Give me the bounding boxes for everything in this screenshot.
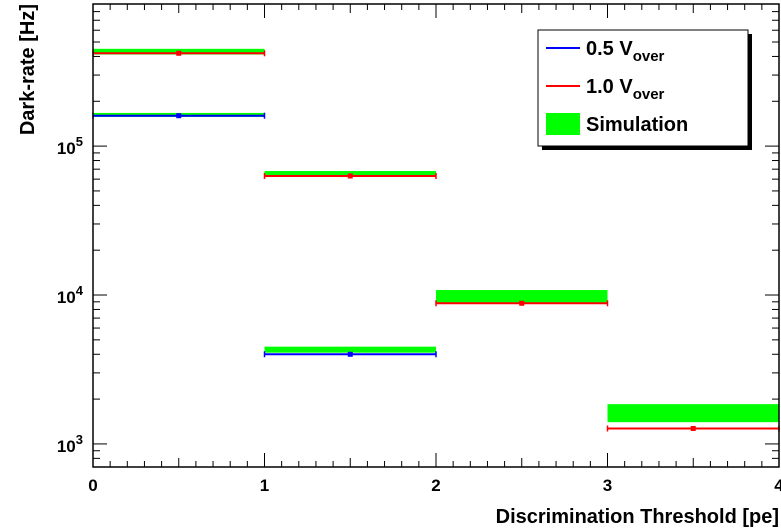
- y-axis-title: Dark-rate [Hz]: [17, 4, 39, 135]
- axis-ticks: [92, 3, 780, 468]
- x-axis-title: Discrimination Threshold [pe]: [496, 506, 779, 528]
- x-tick-label: 3: [603, 476, 612, 495]
- series-1-point-3-marker: [690, 425, 696, 431]
- legend-label-0: 0.5 Vover: [586, 38, 665, 65]
- series-1-point-2-marker: [519, 300, 525, 306]
- simulation-band-2: [264, 346, 436, 353]
- data-points: [92, 50, 780, 432]
- series-0-point-0-marker: [176, 113, 182, 119]
- series-0-point-1-marker: [347, 351, 353, 357]
- y-tick-label: 105: [57, 134, 83, 158]
- x-tick-label: 1: [260, 476, 269, 495]
- y-tick-label: 104: [57, 283, 84, 307]
- legend-label-1: 1.0 Vover: [586, 76, 665, 103]
- simulation-band-5: [607, 404, 779, 423]
- y-tick-labels: 103 104 105: [57, 134, 84, 456]
- x-tick-label: 4: [774, 476, 781, 495]
- x-tick-label: 0: [88, 476, 97, 495]
- series-1-point-0-marker: [176, 50, 182, 56]
- x-tick-label: 2: [431, 476, 440, 495]
- simulation-band-4: [436, 290, 608, 303]
- legend: 0.5 Vover 1.0 Vover Simulation: [537, 29, 752, 150]
- y-tick-label: 103: [57, 432, 83, 456]
- x-tick-labels: 0 1 2 3 4: [88, 476, 781, 495]
- legend-label-2: Simulation: [586, 114, 688, 136]
- legend-swatch-2: [546, 113, 580, 135]
- series-1-point-1-marker: [347, 173, 353, 179]
